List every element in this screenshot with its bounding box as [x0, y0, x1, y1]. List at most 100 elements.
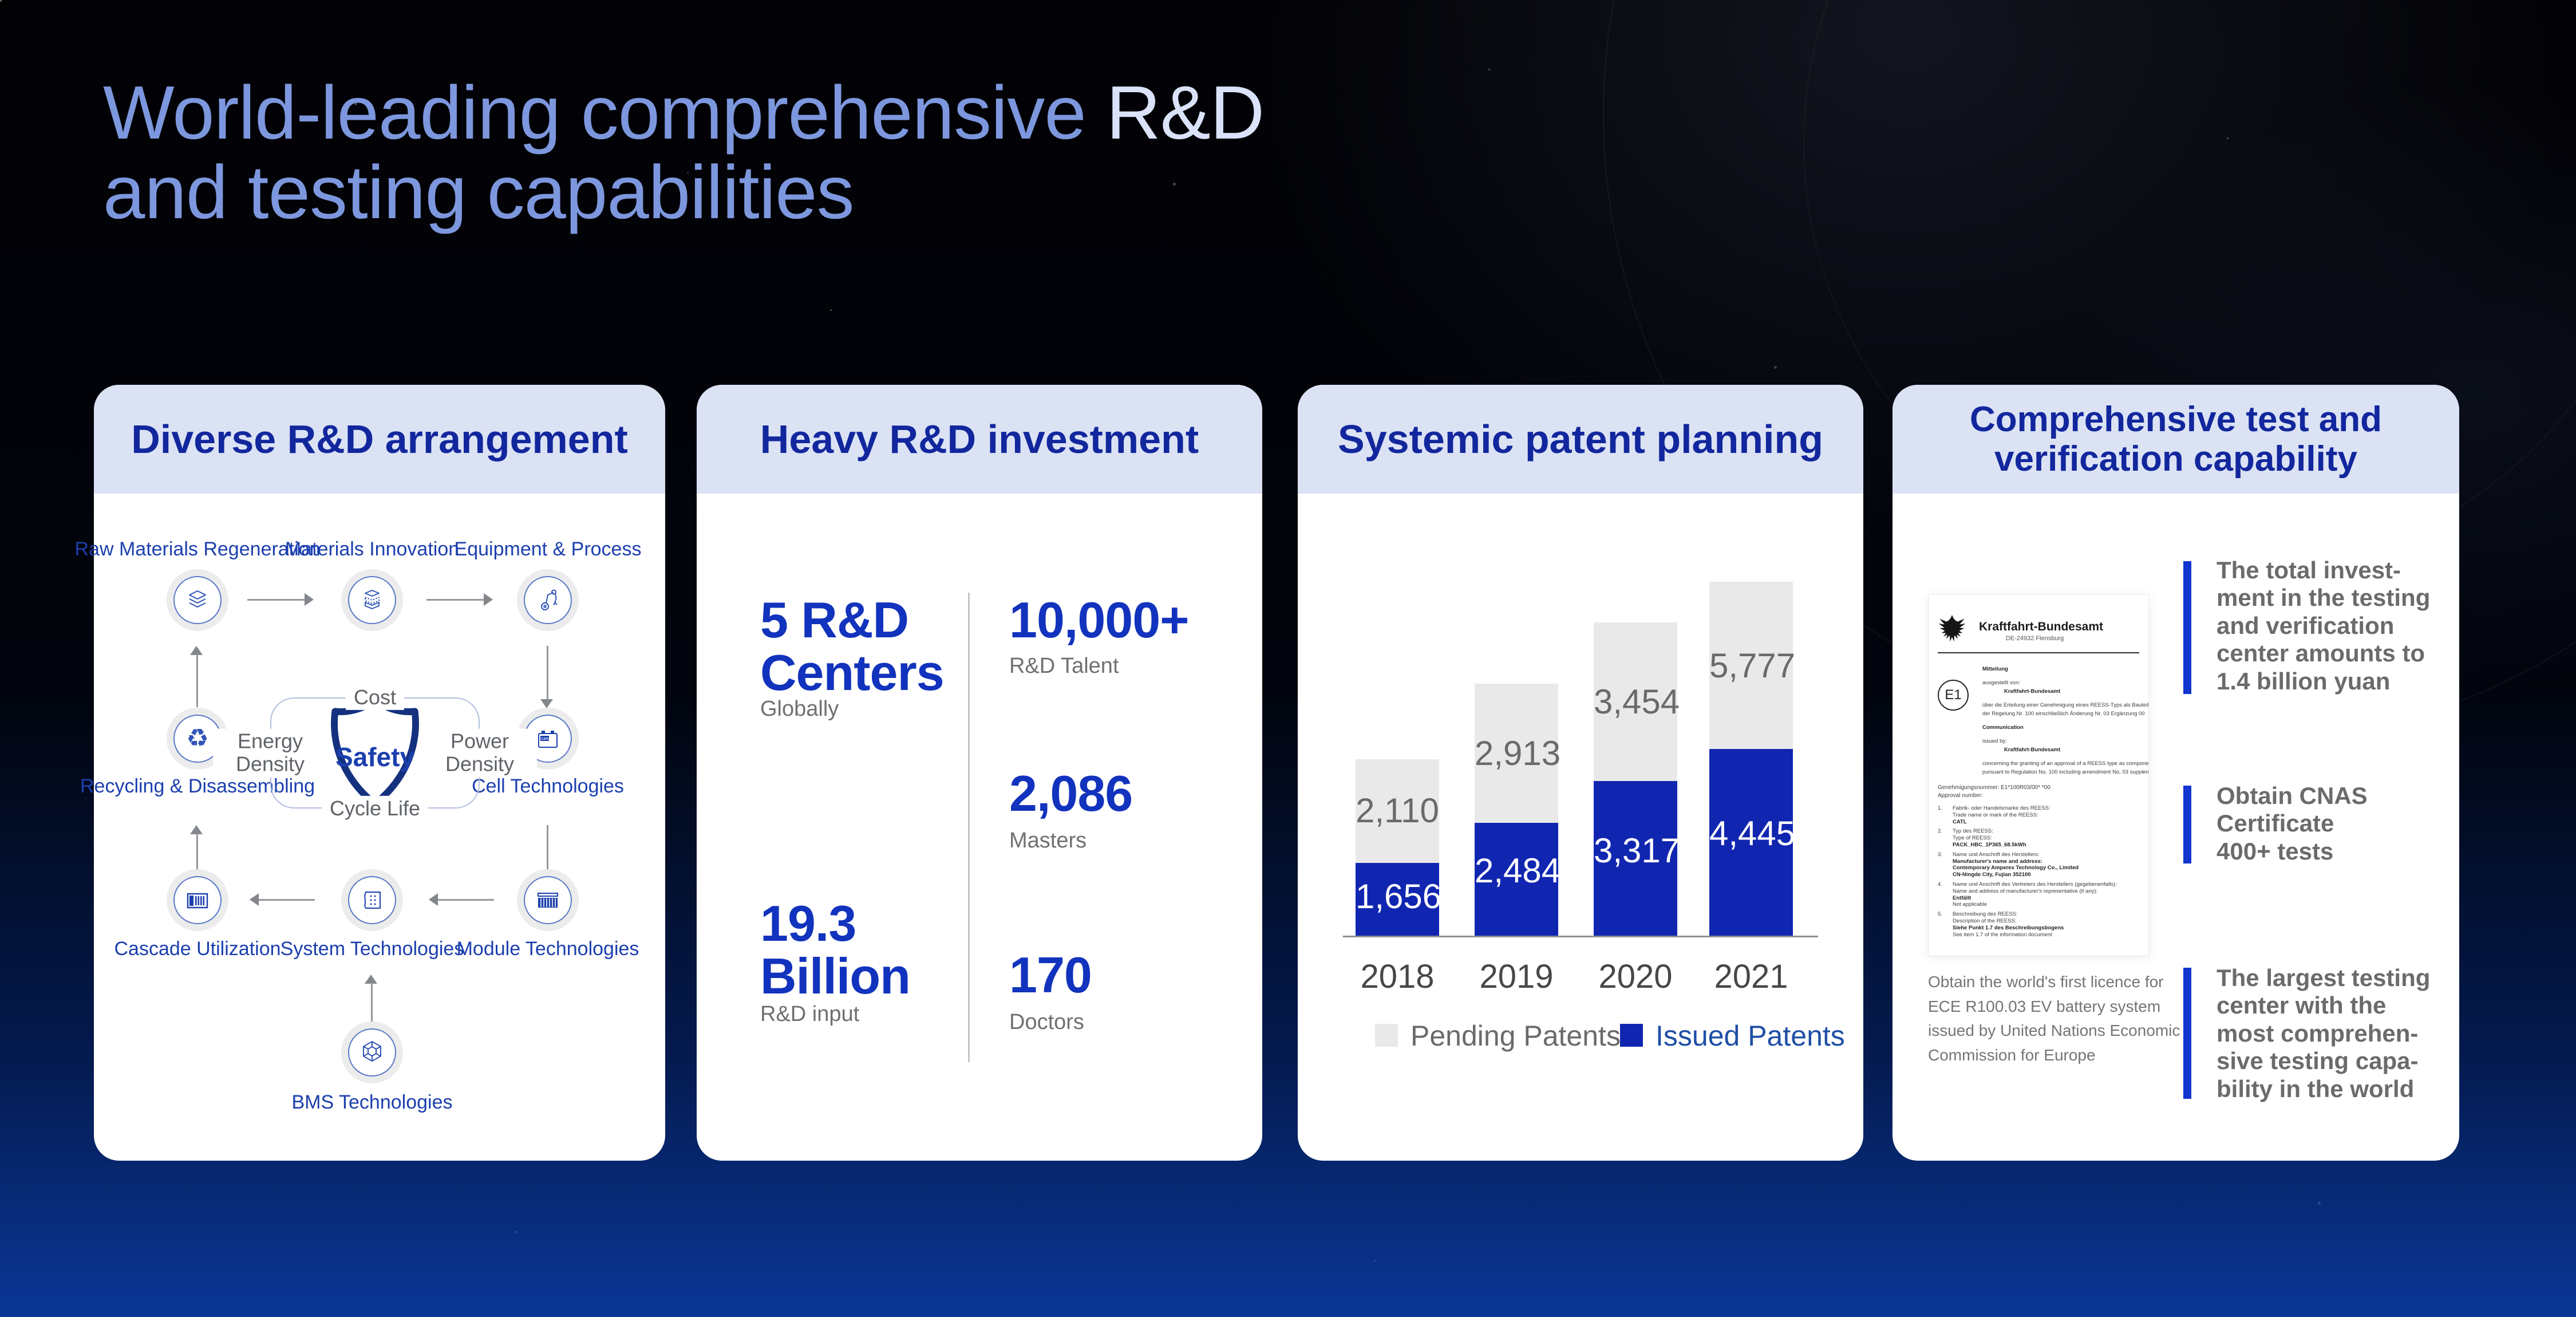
arrow-up-left-column — [196, 654, 198, 707]
accent-bar-cnas — [2183, 786, 2191, 863]
cert-item-5: 5. Beschreibung des REESS: Description o… — [1938, 911, 2139, 938]
legend-pending-label: Pending Patents — [1411, 1020, 1621, 1052]
note-line: Obtain the world's first licence for — [1928, 973, 2164, 991]
block-cnas-certificate: Obtain CNAS Certificate 400+ tests — [2217, 782, 2368, 865]
stat-masters-value: 2,086 — [1009, 765, 1133, 822]
arrow-up-cascade-to-recycling — [196, 833, 198, 879]
cert-item-line: Trade name or mark of the REESS: — [1953, 811, 2038, 818]
shield-label: Safety — [335, 742, 415, 772]
cert-line: issued by: — [1982, 738, 2007, 744]
node-label-materials-innovation: Materials Innovation — [285, 538, 460, 560]
card-patent-planning: Systemic patent planning 2,110 2,913 3,4… — [1298, 385, 1863, 1161]
stat-rd-centers-label: Globally — [760, 697, 839, 721]
raw-materials-icon — [167, 569, 228, 631]
cert-item-line: Fabrik- oder Handelsmarke des REESS: — [1953, 805, 2050, 811]
cert-line: Kraftfahrt-Bundesamt — [2004, 688, 2061, 695]
tick-2021: 2021 — [1714, 958, 1788, 995]
block-line: center amounts to — [2217, 640, 2425, 667]
cert-item-line: Description of the REESS: — [1953, 917, 2017, 924]
materials-innovation-icon — [341, 569, 403, 631]
cert-item-4: 4. Name und Anschrift des Vertreters des… — [1938, 881, 2139, 908]
cert-line: Kraftfahrt-Bundesamt — [2004, 747, 2061, 753]
background-particles — [0, 0, 2, 2]
cert-item-line: Name and address of manufacturer's repre… — [1953, 888, 2098, 894]
legend-issued-swatch — [1620, 1024, 1643, 1047]
arrow-head-right-icon — [484, 593, 493, 606]
node-label-bms: BMS Technologies — [291, 1091, 453, 1113]
block-line: Certificate — [2217, 810, 2334, 837]
card-rd-arrangement: Diverse R&D arrangement Raw Materials Re… — [75, 385, 665, 1161]
block-line: The largest testing — [2217, 964, 2431, 991]
cert-line: ausgestellt von: — [1982, 680, 2021, 686]
tick-2018: 2018 — [1360, 958, 1435, 995]
bar-2020-pending — [1594, 622, 1677, 781]
value-2018-issued: 1,656 — [1356, 877, 1442, 916]
block-line: 1.4 billion yuan — [2217, 667, 2391, 695]
title-line-1: World-leading comprehensive R&D — [103, 70, 1265, 155]
legend-pending-swatch — [1375, 1024, 1398, 1047]
center-label-power-density: Power Density — [422, 728, 537, 778]
cert-item-line: Contemporary Amperex Technology Co., Lim… — [1953, 865, 2079, 872]
center-label-cycle-life: Cycle Life — [321, 795, 429, 822]
card-test-verification-header: Comprehensive test and verification capa… — [1893, 385, 2459, 494]
block-line: and verification — [2217, 612, 2395, 639]
block-line: ment in the testing — [2217, 584, 2431, 612]
arrow-head-left-icon — [250, 893, 259, 906]
cert-item-2: 2. Typ des REESS: Type of REESS: PACK_HB… — [1938, 828, 2139, 848]
cert-item-num: 2. — [1938, 828, 1942, 835]
cert-line: der Regelung Nr. 100 einschließlich Ände… — [1982, 711, 2145, 717]
note-line: issued by United Nations Economic — [1928, 1022, 2180, 1039]
arrow-down-right-column — [547, 646, 548, 699]
block-line: bility in the world — [2217, 1075, 2415, 1102]
stat-rd-centers-line2: Centers — [760, 644, 945, 701]
system-technologies-icon — [341, 869, 403, 931]
bar-2019-issued — [1475, 823, 1558, 936]
value-2019-issued: 2,484 — [1475, 851, 1561, 890]
value-2020-issued: 3,317 — [1594, 831, 1680, 870]
stat-doctors-value: 170 — [1009, 947, 1092, 1003]
approval-number-en: Approval number: — [1938, 792, 1983, 799]
node-label-equipment-process: Equipment & Process — [454, 538, 642, 560]
block-line: sive testing capa- — [2217, 1047, 2419, 1075]
certificate-approval-number: Genehmigungsnummer: E1*100R03/00* *00 Ap… — [1938, 784, 2139, 800]
arrow-head-up-icon — [365, 975, 377, 984]
cert-item-line: PACK_HBC_1P365_68.5kWh — [1953, 841, 2026, 848]
cert-item-line: Not applicable — [1953, 901, 1988, 908]
node-label-cell: Cell Technologies — [472, 775, 624, 797]
cert-line: Mitteilung — [1982, 666, 2008, 672]
card-rd-investment-header: Heavy R&D investment — [697, 385, 1262, 494]
legend-issued-label: Issued Patents — [1656, 1020, 1845, 1052]
recycle-glyph: ♻ — [186, 724, 209, 753]
value-2018-pending: 2,110 — [1356, 791, 1439, 830]
block-total-investment: The total invest- ment in the testing an… — [2217, 557, 2430, 695]
block-largest-testing-center: The largest testing center with the most… — [2217, 964, 2430, 1103]
equipment-process-icon — [517, 569, 579, 631]
arrow-head-left-icon — [429, 893, 438, 906]
bar-2021-issued — [1709, 749, 1793, 936]
cert-item-line: See item 1.7 of the information document — [1953, 931, 2052, 938]
block-line: Obtain CNAS — [2217, 782, 2368, 809]
certificate-authority: Kraftfahrt-Bundesamt — [1979, 620, 2104, 633]
value-2021-issued: 4,445 — [1709, 814, 1796, 853]
bar-2021-pending — [1709, 582, 1793, 749]
accent-bar-largest-center — [2183, 968, 2191, 1099]
center-label-energy-density: Energy Density — [213, 728, 327, 778]
cert-item-3: 3. Name und Anschrift des Herstellers: M… — [1938, 851, 2139, 878]
value-2021-pending: 5,777 — [1709, 646, 1796, 685]
certificate-items: 1. Fabrik- oder Handelsmarke des REESS: … — [1938, 805, 2139, 938]
note-line: ECE R100.03 EV battery system — [1928, 997, 2161, 1015]
approval-number-de: Genehmigungsnummer: E1*100R03/00* *00 — [1938, 784, 2050, 791]
cert-item-line: Name und Anschrift des Herstellers: — [1953, 851, 2040, 858]
cert-item-num: 5. — [1938, 911, 1942, 918]
stat-doctors-label: Doctors — [1009, 1010, 1084, 1034]
cert-item-line: Manufacturer's name and address: — [1953, 858, 2042, 865]
arrow-head-right-icon — [305, 593, 314, 606]
arrow-bms-to-system — [371, 983, 373, 1028]
kba-certificate-document: Kraftfahrt-Bundesamt DE-24932 Flensburg … — [1928, 594, 2149, 956]
title-line1-text: World-leading comprehensive — [103, 70, 1107, 155]
cert-item-line: Typ des REESS: — [1953, 828, 1993, 835]
arrow-raw-to-materials — [247, 599, 305, 601]
card-test-verification: Comprehensive test and verification capa… — [1893, 385, 2459, 1161]
cert-item-line: Type of REESS: — [1953, 835, 1992, 842]
node-label-cascade: Cascade Utilization — [114, 938, 281, 960]
